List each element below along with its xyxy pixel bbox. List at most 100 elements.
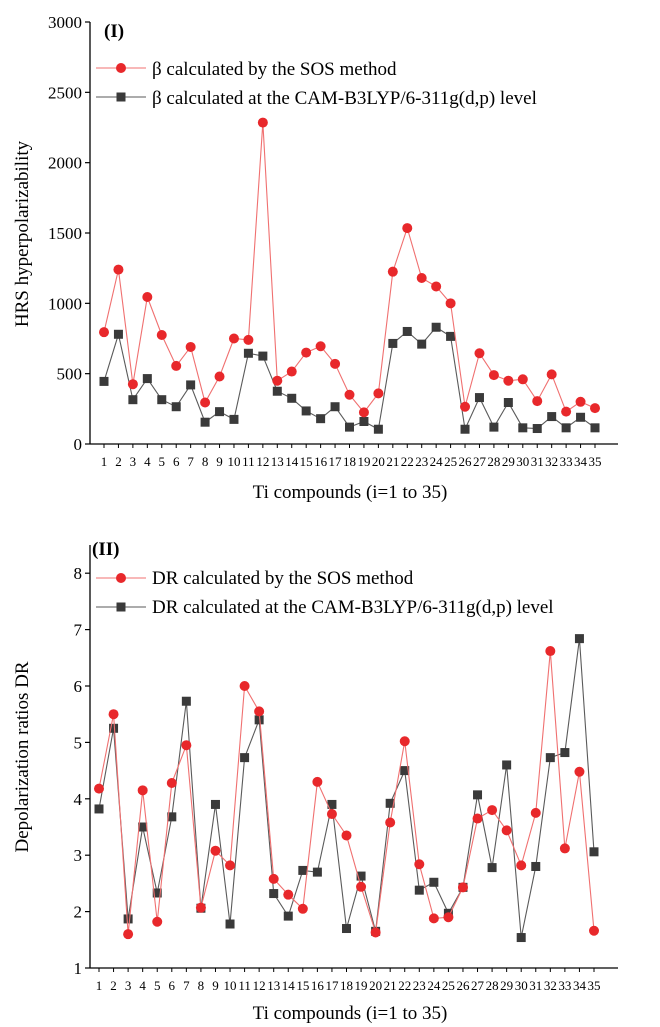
x-tick-label: 7: [183, 978, 190, 993]
x-tick-label: 6: [169, 978, 176, 993]
data-point-cam: [417, 339, 427, 349]
data-point-sos: [113, 264, 124, 275]
panel-1-legend-label-sos: β calculated by the SOS method: [152, 59, 397, 80]
data-point-cam: [316, 414, 326, 424]
x-tick-label: 32: [545, 454, 558, 469]
data-point-cam: [200, 417, 210, 427]
x-tick-label: 34: [573, 978, 587, 993]
data-point-sos: [108, 709, 119, 720]
data-point-sos: [561, 406, 572, 417]
x-tick-label: 35: [589, 454, 602, 469]
data-point-sos: [239, 681, 250, 691]
data-point-sos: [385, 817, 396, 828]
data-point-sos: [254, 706, 265, 717]
data-point-sos: [532, 396, 543, 407]
x-tick-label: 4: [139, 978, 146, 993]
data-point-cam: [502, 760, 512, 770]
data-point-sos: [142, 292, 153, 303]
y-tick-label: 1500: [48, 224, 82, 243]
data-point-sos: [488, 370, 499, 381]
data-point-cam: [272, 386, 282, 396]
data-point-cam: [590, 423, 600, 433]
legend-marker-cam: [116, 602, 126, 612]
x-tick-label: 15: [296, 978, 309, 993]
x-tick-label: 23: [413, 978, 426, 993]
y-tick-label: 2500: [48, 83, 82, 102]
panel-2-y-axis-label: Depolarization ratios DR: [12, 661, 33, 852]
data-point-sos: [399, 736, 410, 747]
data-point-cam: [123, 914, 133, 924]
data-point-cam: [359, 416, 369, 426]
data-point-sos: [589, 925, 599, 936]
data-point-cam: [225, 919, 235, 929]
data-point-sos: [127, 379, 138, 390]
data-point-cam: [560, 748, 570, 758]
data-point-cam: [167, 812, 177, 822]
data-point-cam: [283, 911, 293, 921]
data-point-cam: [229, 414, 239, 424]
data-point-cam: [574, 634, 584, 644]
y-tick-label: 3: [74, 846, 83, 865]
data-point-sos: [312, 776, 323, 787]
data-point-sos: [243, 334, 254, 345]
x-tick-label: 31: [529, 978, 542, 993]
x-tick-label: 20: [372, 454, 385, 469]
x-tick-label: 5: [159, 454, 166, 469]
data-point-cam: [109, 723, 119, 733]
data-point-sos: [181, 740, 192, 751]
x-tick-label: 28: [487, 454, 500, 469]
data-point-sos: [574, 766, 585, 777]
x-tick-label: 20: [369, 978, 382, 993]
data-point-cam: [138, 822, 148, 832]
x-tick-label: 2: [110, 978, 117, 993]
x-tick-label: 26: [459, 454, 473, 469]
data-point-sos: [590, 403, 600, 414]
x-tick-label: 24: [427, 978, 441, 993]
data-point-sos: [228, 333, 239, 344]
data-point-cam: [402, 326, 412, 336]
data-point-cam: [240, 753, 250, 763]
legend-marker-sos: [116, 63, 126, 73]
data-point-sos: [431, 281, 442, 292]
x-tick-label: 23: [415, 454, 428, 469]
data-point-cam: [94, 804, 104, 814]
data-point-sos: [530, 807, 541, 818]
data-point-sos: [214, 371, 225, 382]
data-point-sos: [370, 927, 381, 938]
y-tick-label: 7: [74, 621, 83, 640]
data-point-sos: [516, 860, 527, 871]
data-point-sos: [575, 396, 586, 407]
data-point-sos: [402, 223, 413, 234]
y-tick-label: 8: [74, 564, 83, 583]
y-tick-label: 2: [74, 903, 83, 922]
x-tick-label: 8: [202, 454, 209, 469]
data-point-cam: [186, 380, 196, 390]
data-point-cam: [113, 329, 123, 339]
data-point-cam: [327, 799, 337, 809]
data-point-cam: [330, 402, 340, 412]
data-point-sos: [416, 273, 427, 284]
x-tick-label: 14: [282, 978, 296, 993]
data-point-cam: [258, 351, 268, 361]
data-point-sos: [356, 881, 367, 892]
x-tick-label: 14: [285, 454, 299, 469]
y-tick-label: 4: [74, 790, 83, 809]
data-point-cam: [287, 393, 297, 403]
data-point-sos: [545, 646, 556, 657]
x-tick-label: 19: [357, 454, 370, 469]
data-point-sos: [487, 805, 498, 816]
x-tick-label: 17: [329, 454, 343, 469]
x-tick-label: 31: [531, 454, 544, 469]
data-point-sos: [94, 783, 104, 794]
x-tick-label: 10: [227, 454, 240, 469]
data-point-cam: [589, 847, 599, 857]
data-point-sos: [443, 912, 454, 923]
data-point-sos: [428, 913, 439, 924]
data-point-sos: [200, 397, 211, 408]
y-tick-label: 1: [74, 959, 83, 978]
data-point-sos: [387, 266, 398, 277]
data-point-cam: [531, 861, 541, 871]
data-point-sos: [123, 929, 134, 940]
data-point-sos: [268, 873, 279, 884]
x-tick-label: 33: [560, 454, 573, 469]
